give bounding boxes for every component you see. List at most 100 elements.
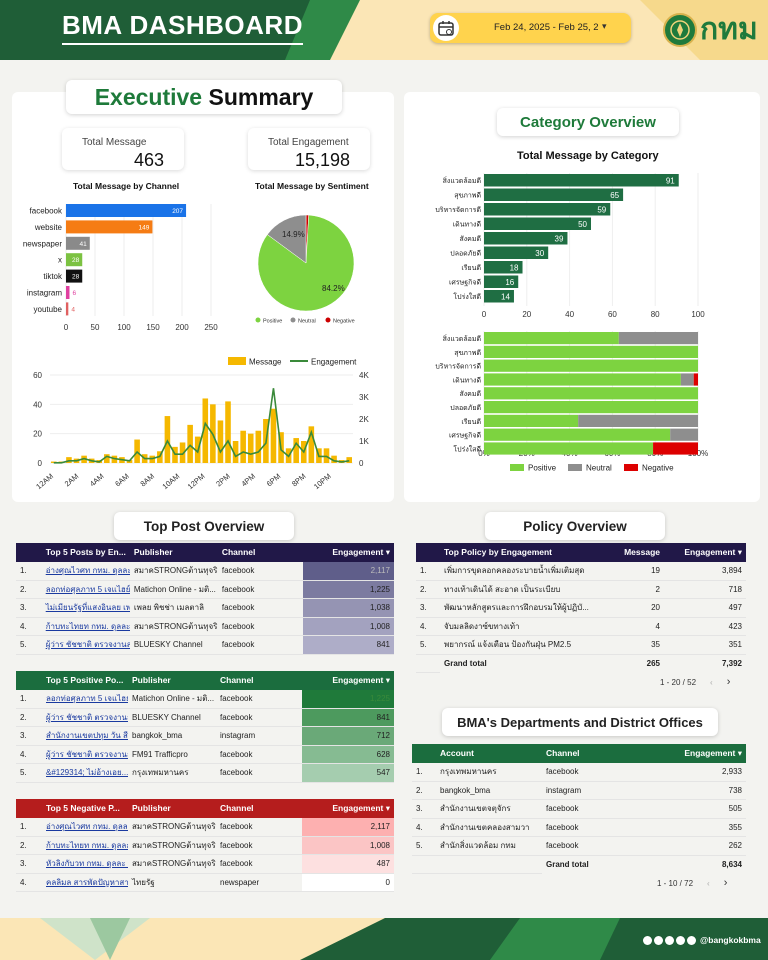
tiktok-icon[interactable] xyxy=(687,935,696,945)
engagement-sort-header[interactable]: Engagement ▾ xyxy=(332,802,390,813)
post-link[interactable]: ก้าบทะไทยท กทม. ดุลละ 2... xyxy=(42,836,128,855)
post-link[interactable]: อ่างศุณไวศท กทม. ดุลละ... xyxy=(41,561,130,581)
post-link[interactable]: ลอกท่อศุลภาท 5 เจแไฮย์... xyxy=(42,689,128,709)
x-icon[interactable] xyxy=(643,935,652,945)
x-tick-label: 6AM xyxy=(113,472,131,489)
column-header: Publisher xyxy=(132,675,171,686)
channel: facebook xyxy=(216,854,302,874)
sentiment-chart-title: Total Message by Sentiment xyxy=(255,181,369,191)
category-label: ปลอดภัยดี xyxy=(450,404,481,412)
post-link[interactable]: ไม่เมียนรัฐที่แสงอินลย เพราะ... xyxy=(41,598,130,618)
policy-name: จับมลลิดงาซ์ขทางเท้า xyxy=(440,617,608,636)
row-index: 5. xyxy=(416,635,440,655)
post-link[interactable]: คลลิมล สารพัดปัญหาสาระ... xyxy=(42,873,128,892)
category-label: สิ่งแวดล้อมดี xyxy=(443,176,481,185)
legend-label: Negative xyxy=(333,319,355,325)
date-range-picker[interactable]: Feb 24, 2025 - Feb 25, 20 ▾ xyxy=(430,13,631,43)
dashboard-title: BMA DASHBOARD xyxy=(62,10,303,45)
table-row: 1.อ่างศุณไวศท กทม. ดุลละ...สมาคSTRONGต้า… xyxy=(16,561,394,581)
account: bangkok_bma xyxy=(436,781,542,800)
top-post-table: Top 5 Posts by En... Publisher Channel Enga… xyxy=(16,543,394,655)
column-header: Message xyxy=(624,547,660,558)
row-index: 5. xyxy=(16,635,42,655)
bar-segment xyxy=(578,414,698,427)
data-label: 16 xyxy=(505,278,514,287)
post-link[interactable]: ผู้ว่าร ชัชชาติ ตรวจงานลอ... xyxy=(42,708,128,727)
post-link[interactable]: ผู้ว่าร ชัชชาติ ตรวจงานลอ... xyxy=(41,635,130,655)
x-tick-label: 8PM xyxy=(290,472,308,489)
social-icons: @bangkokbma xyxy=(643,935,761,945)
data-label: 149 xyxy=(139,224,150,231)
category-label: สุขภาพดี xyxy=(454,349,481,357)
row-index: 3. xyxy=(16,598,42,618)
category-label: tiktok xyxy=(43,272,63,281)
x-tick-label: 12PM xyxy=(186,472,207,490)
bar xyxy=(270,408,277,463)
facebook-icon[interactable] xyxy=(654,935,663,945)
y2-tick-label: 0 xyxy=(359,459,364,468)
post-link[interactable]: ลอกท่อศุลภาท 5 เจแไฮย์... xyxy=(41,580,130,599)
next-page-icon[interactable]: › xyxy=(723,877,728,889)
bar-segment xyxy=(484,359,698,372)
engagement-sort-header[interactable]: Engagement ▾ xyxy=(684,546,742,557)
channel-chart-title: Total Message by Channel xyxy=(73,181,180,191)
engagement-sort-header[interactable]: Engagement ▾ xyxy=(684,747,742,758)
post-link[interactable]: ผู้ว่าร ชัชชาติ ตรวจงานลอ... xyxy=(42,745,128,764)
x-tick-label: 4AM xyxy=(88,472,106,489)
bar xyxy=(331,455,337,463)
x-tick-label: 12AM xyxy=(34,472,55,490)
prev-page-icon[interactable]: ‹ xyxy=(707,879,710,888)
bar xyxy=(484,290,514,303)
engagement-sort-header[interactable]: Engagement ▾ xyxy=(332,674,390,685)
bar-segment xyxy=(653,442,698,455)
legend-marker xyxy=(624,464,638,471)
legend-label: Positive xyxy=(528,464,557,473)
bar xyxy=(66,236,90,250)
channel: facebook xyxy=(216,763,302,783)
row-index: 1. xyxy=(16,561,42,581)
column-header: Top 5 Negative P... xyxy=(46,803,120,814)
bar xyxy=(202,398,209,463)
pie-slice xyxy=(266,214,307,264)
post-link[interactable]: สำนักงานเขตปทุม วัน สีป... xyxy=(42,726,128,746)
column-header: Top Policy by Engagement xyxy=(444,547,552,558)
data-label: 65 xyxy=(610,191,619,200)
row-index: 3. xyxy=(16,854,42,874)
bar xyxy=(346,457,352,463)
x-tick-label: 8AM xyxy=(138,472,156,489)
social-handle: @bangkokbma xyxy=(700,935,761,945)
post-link[interactable]: อ่างศุณไวศท กทม. ดุลละ... xyxy=(42,817,128,837)
engagement-value: 3,894 xyxy=(664,561,746,581)
bar xyxy=(232,441,239,463)
next-page-icon[interactable]: › xyxy=(726,676,731,688)
engagement-sort-header[interactable]: Engagement ▾ xyxy=(332,546,390,557)
post-link[interactable]: ก้าบทะไทยท กทม. ดุลละ 2... xyxy=(41,617,130,636)
y-tick-label: 20 xyxy=(33,430,42,439)
engagement-line xyxy=(53,388,350,464)
post-link[interactable]: หัวลิงกับวท กทม. ดุลละ 9... xyxy=(42,854,128,874)
data-label: 14 xyxy=(501,293,510,302)
category-label: สังคมดี xyxy=(459,235,481,243)
legend-label: Neutral xyxy=(298,319,316,325)
instagram-icon[interactable] xyxy=(676,935,685,945)
prev-page-icon[interactable]: ‹ xyxy=(710,678,713,687)
bar xyxy=(187,424,193,463)
channel: facebook xyxy=(217,635,303,655)
account: สำนักสิ่งแวดล้อม กทม xyxy=(436,836,542,856)
row-index: 3. xyxy=(16,726,42,746)
youtube-icon[interactable] xyxy=(665,935,674,945)
grand-total-row: Grand total 8,634 xyxy=(412,855,746,874)
bar-segment xyxy=(484,387,698,400)
y2-tick-label: 4K xyxy=(359,371,369,380)
x-tick-label: 100 xyxy=(117,323,131,332)
post-link[interactable]: &#129314; ไม่อ้างเอย... xyxy=(42,763,128,783)
channel: facebook xyxy=(216,836,302,855)
column-header: Top 5 Positive Po... xyxy=(46,675,124,686)
bar xyxy=(484,246,549,259)
engagement-value: 738 xyxy=(642,781,746,800)
bar-segment xyxy=(484,332,619,345)
engagement-value: 1,008 xyxy=(302,617,394,636)
message-count: 35 xyxy=(608,635,664,655)
x-tick-label: 20 xyxy=(522,310,531,319)
engagement-value: 1,225 xyxy=(302,580,394,599)
